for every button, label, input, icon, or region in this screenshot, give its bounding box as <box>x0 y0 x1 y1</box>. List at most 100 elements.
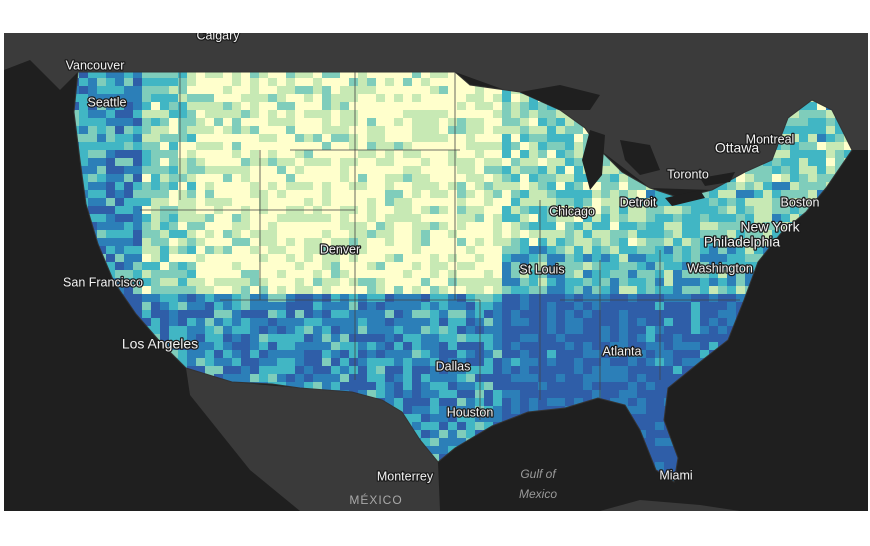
county <box>646 254 656 263</box>
county <box>493 334 503 343</box>
county <box>457 334 467 343</box>
county <box>322 190 332 199</box>
county <box>709 278 719 287</box>
county <box>205 286 215 295</box>
county <box>502 126 512 135</box>
county <box>358 278 368 287</box>
county <box>538 142 548 151</box>
county <box>376 86 386 95</box>
county <box>196 118 206 127</box>
county <box>250 190 260 199</box>
county <box>223 334 233 343</box>
county <box>637 374 647 383</box>
county <box>511 406 521 415</box>
county <box>448 438 458 447</box>
county <box>502 102 512 111</box>
county <box>547 254 557 263</box>
county <box>592 342 602 351</box>
county <box>484 110 494 119</box>
county <box>691 318 701 327</box>
county <box>250 270 260 279</box>
county <box>565 254 575 263</box>
county <box>178 126 188 135</box>
county <box>74 94 80 103</box>
county <box>628 214 638 223</box>
county <box>349 374 359 383</box>
county <box>439 318 449 327</box>
county <box>448 270 458 279</box>
county <box>664 294 674 303</box>
county <box>232 126 242 135</box>
county <box>457 214 467 223</box>
county <box>493 174 503 183</box>
county <box>691 326 701 335</box>
county <box>601 246 611 255</box>
county <box>223 366 233 375</box>
county <box>529 374 539 383</box>
county <box>628 382 638 391</box>
county <box>646 422 656 431</box>
county <box>178 150 188 159</box>
county <box>700 246 710 255</box>
county <box>538 278 548 287</box>
county <box>466 174 476 183</box>
county <box>304 118 314 127</box>
county <box>331 78 341 87</box>
county <box>430 158 440 167</box>
county <box>673 326 683 335</box>
county <box>601 294 611 303</box>
county <box>817 142 827 151</box>
county <box>277 342 287 351</box>
county <box>133 118 143 127</box>
county <box>484 246 494 255</box>
county <box>592 222 602 231</box>
county <box>385 318 395 327</box>
county <box>781 214 791 223</box>
county <box>367 230 377 239</box>
county <box>673 278 683 287</box>
county <box>124 102 134 111</box>
county <box>565 310 575 319</box>
county <box>349 102 359 111</box>
county <box>619 326 629 335</box>
county <box>394 374 404 383</box>
county <box>313 214 323 223</box>
county <box>799 126 809 135</box>
county <box>547 230 557 239</box>
county <box>574 174 584 183</box>
county <box>538 238 548 247</box>
county <box>214 198 224 207</box>
county <box>178 102 188 111</box>
county <box>790 158 800 167</box>
county <box>457 230 467 239</box>
county <box>457 374 467 383</box>
county <box>394 302 404 311</box>
county <box>610 326 620 335</box>
county <box>493 150 503 159</box>
county <box>169 72 179 79</box>
county <box>106 78 116 87</box>
county <box>295 86 305 95</box>
county <box>151 318 161 327</box>
county <box>574 342 584 351</box>
county <box>322 142 332 151</box>
county <box>718 286 728 295</box>
county <box>367 102 377 111</box>
county <box>556 174 566 183</box>
county <box>412 374 422 383</box>
county <box>277 118 287 127</box>
county <box>79 126 89 135</box>
county <box>709 310 719 319</box>
county <box>475 86 485 95</box>
county <box>250 222 260 231</box>
county <box>664 382 674 391</box>
county <box>268 294 278 303</box>
county <box>259 302 269 311</box>
county <box>682 206 692 215</box>
county <box>448 214 458 223</box>
county <box>439 254 449 263</box>
county <box>745 182 755 191</box>
county <box>790 134 800 143</box>
county <box>565 390 575 399</box>
county <box>142 270 152 279</box>
